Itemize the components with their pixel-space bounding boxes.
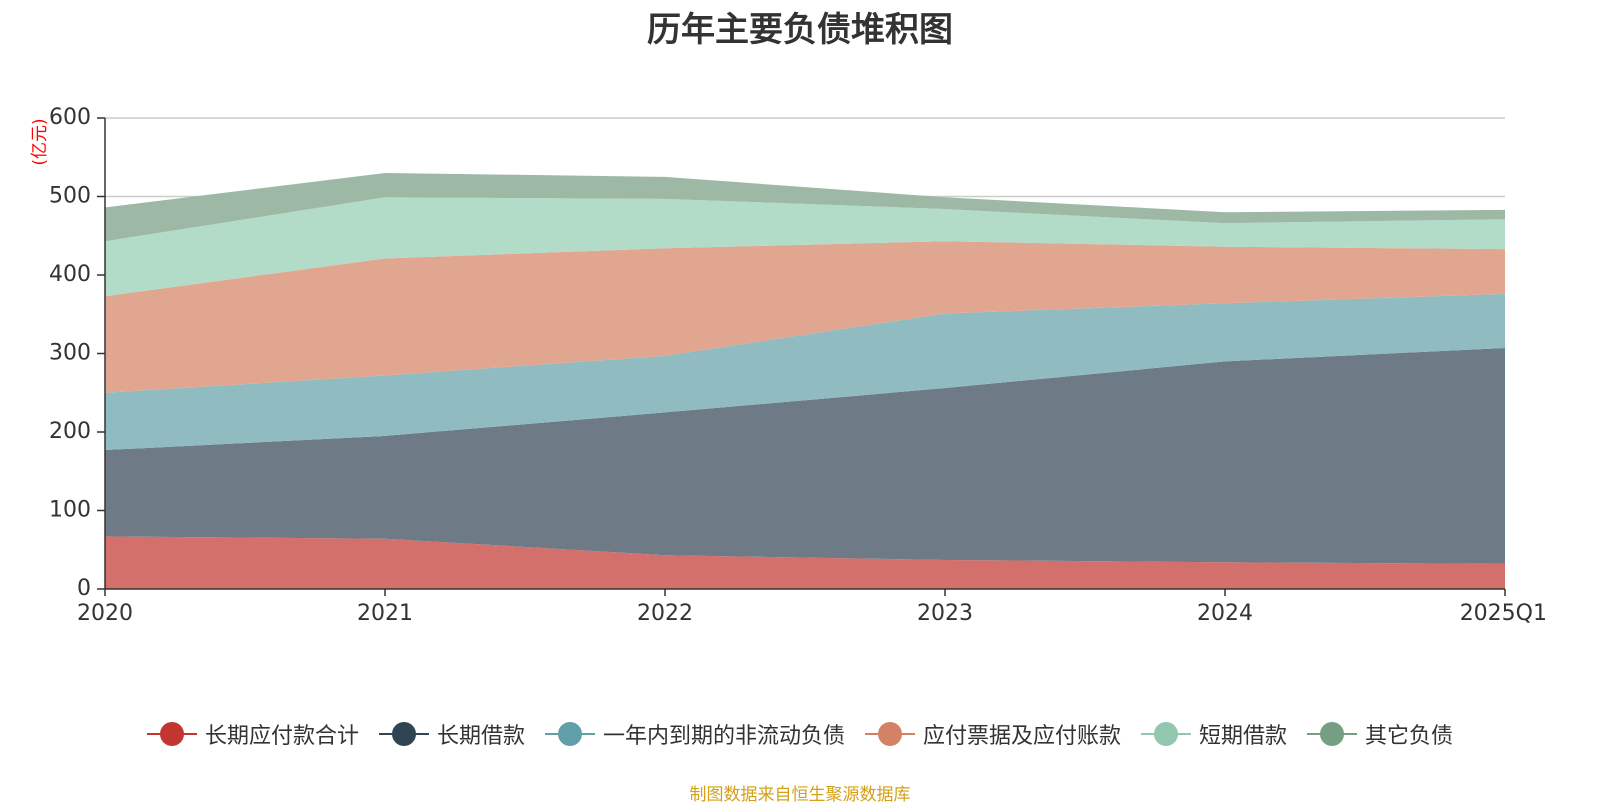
data-source-note: 制图数据来自恒生聚源数据库: [689, 785, 911, 805]
legend-item-5[interactable]: 短期借款: [1141, 718, 1287, 750]
y-tick-label: 300: [49, 341, 91, 366]
x-tick-label: 2020: [77, 601, 133, 626]
area-series-6: [105, 172, 1505, 242]
y-tick-label: 400: [49, 262, 91, 287]
legend-marker-icon: [1141, 722, 1192, 746]
y-tick-label: 600: [49, 105, 91, 130]
legend-item-4[interactable]: 应付票据及应付账款: [865, 718, 1121, 750]
stacked-area-chart: 0 100 200 300 400 500 600 2020 2021 2022 2023 2024 2…: [30, 105, 1547, 626]
legend-item-1[interactable]: 长期应付款合计: [146, 718, 359, 750]
legend-marker-icon: [146, 722, 197, 746]
x-tick-label: 2024: [1197, 601, 1253, 626]
legend-label: 其它负债: [1365, 724, 1454, 749]
y-tick-label: 0: [77, 576, 91, 601]
legend: 长期应付款合计 长期借款 一年内到期的非流动负债 应付票据及应付账款 短期借款 其它负债: [0, 718, 1600, 750]
area-series-4: [105, 241, 1505, 393]
legend-item-2[interactable]: 长期借款: [378, 718, 525, 750]
x-tick-label: 2023: [917, 601, 973, 626]
area-series-5: [105, 197, 1505, 297]
tick-labels: 0 100 200 300 400 500 600 2020 2021 2022 2023 2024 2…: [49, 105, 1547, 626]
area-series-2: [105, 348, 1505, 564]
legend-label: 一年内到期的非流动负债: [602, 724, 845, 749]
y-tick-label: 500: [49, 184, 91, 209]
area-series-3: [105, 293, 1505, 451]
legend-item-3[interactable]: 一年内到期的非流动负债: [544, 718, 845, 750]
legend-item-6[interactable]: 其它负债: [1307, 718, 1453, 750]
x-tick-label: 2022: [637, 601, 693, 626]
legend-marker-icon: [1307, 722, 1358, 746]
x-tick-label: 2025Q1: [1460, 601, 1547, 626]
legend-marker-icon: [544, 722, 595, 746]
y-tick-label: 100: [49, 498, 91, 523]
legend-marker-icon: [378, 722, 429, 746]
area-series-1: [105, 536, 1505, 589]
legend-label: 长期应付款合计: [204, 724, 359, 749]
legend-label: 短期借款: [1199, 724, 1288, 749]
legend-label: 长期借款: [436, 724, 525, 749]
y-axis-unit-label: (亿元): [30, 118, 50, 165]
y-tick-label: 200: [49, 419, 91, 444]
area-series: [105, 172, 1505, 589]
legend-label: 应付票据及应付账款: [923, 724, 1122, 749]
legend-marker-icon: [865, 722, 915, 746]
chart-title: 历年主要负债堆积图: [647, 10, 953, 50]
x-tick-label: 2021: [357, 601, 413, 626]
